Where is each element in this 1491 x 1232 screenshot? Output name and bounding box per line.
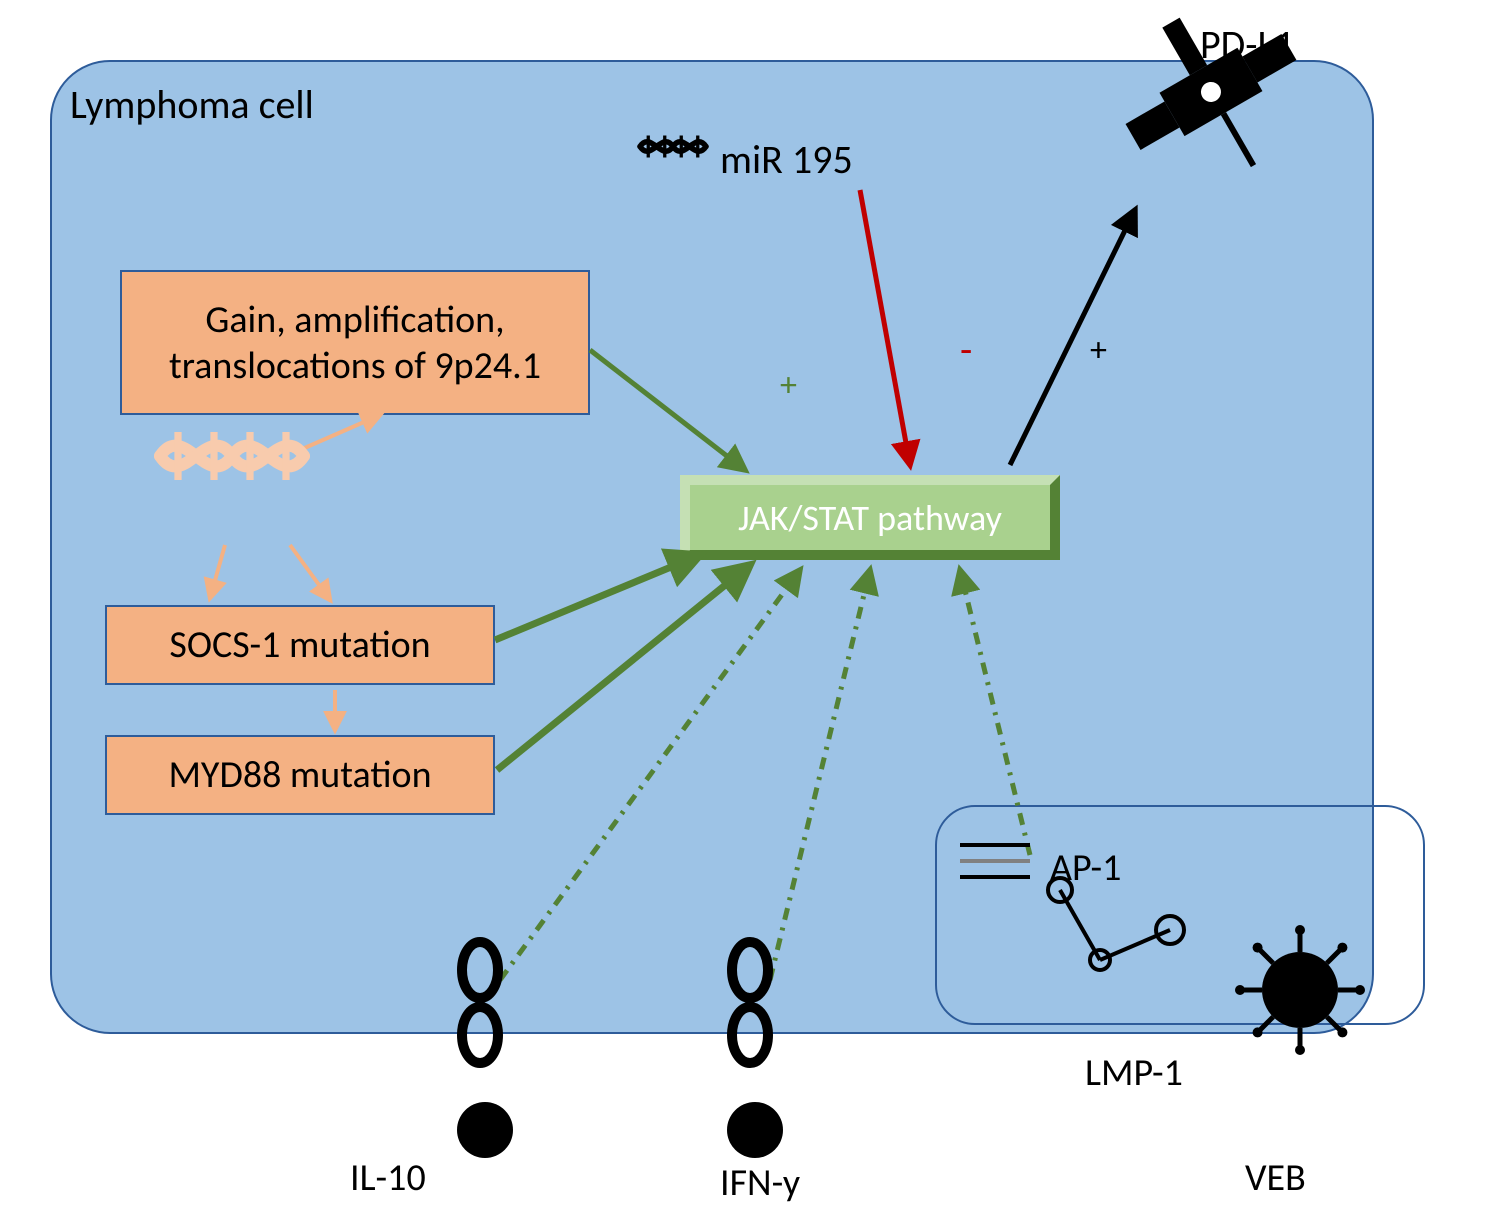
ligand-icon-ifny [727, 1102, 783, 1158]
box-gain-text: Gain, amplification, translocations of 9… [132, 297, 578, 389]
ligand-icon-il10 [457, 1102, 513, 1158]
lmp-veb-compartment [935, 805, 1425, 1025]
box-myd88-text: MYD88 mutation [168, 752, 431, 798]
sign-plus-green: + [780, 365, 797, 406]
box-socs1: SOCS-1 mutation [105, 605, 495, 685]
sign-minus-red: - [960, 325, 972, 374]
box-jakstat: JAK/STAT pathway [680, 475, 1060, 560]
label-lmp1: LMP-1 [1085, 1050, 1183, 1096]
sign-plus-black: + [1090, 330, 1107, 371]
label-ap1: AP-1 [1050, 845, 1121, 891]
jakstat-text: JAK/STAT pathway [738, 496, 1002, 540]
label-mir195: miR 195 [720, 135, 853, 184]
diagram-canvas: Lymphoma cell Gain, amplification, trans… [0, 0, 1491, 1232]
label-pdl1: PD-L1 [1200, 20, 1295, 69]
box-socs1-text: SOCS-1 mutation [169, 622, 430, 668]
label-il10: IL-10 [350, 1155, 426, 1201]
cell-title: Lymphoma cell [70, 80, 314, 129]
label-ifny: IFN-y [720, 1160, 800, 1206]
box-myd88: MYD88 mutation [105, 735, 495, 815]
box-gain-9p24: Gain, amplification, translocations of 9… [120, 270, 590, 415]
label-veb: VEB [1245, 1155, 1306, 1201]
